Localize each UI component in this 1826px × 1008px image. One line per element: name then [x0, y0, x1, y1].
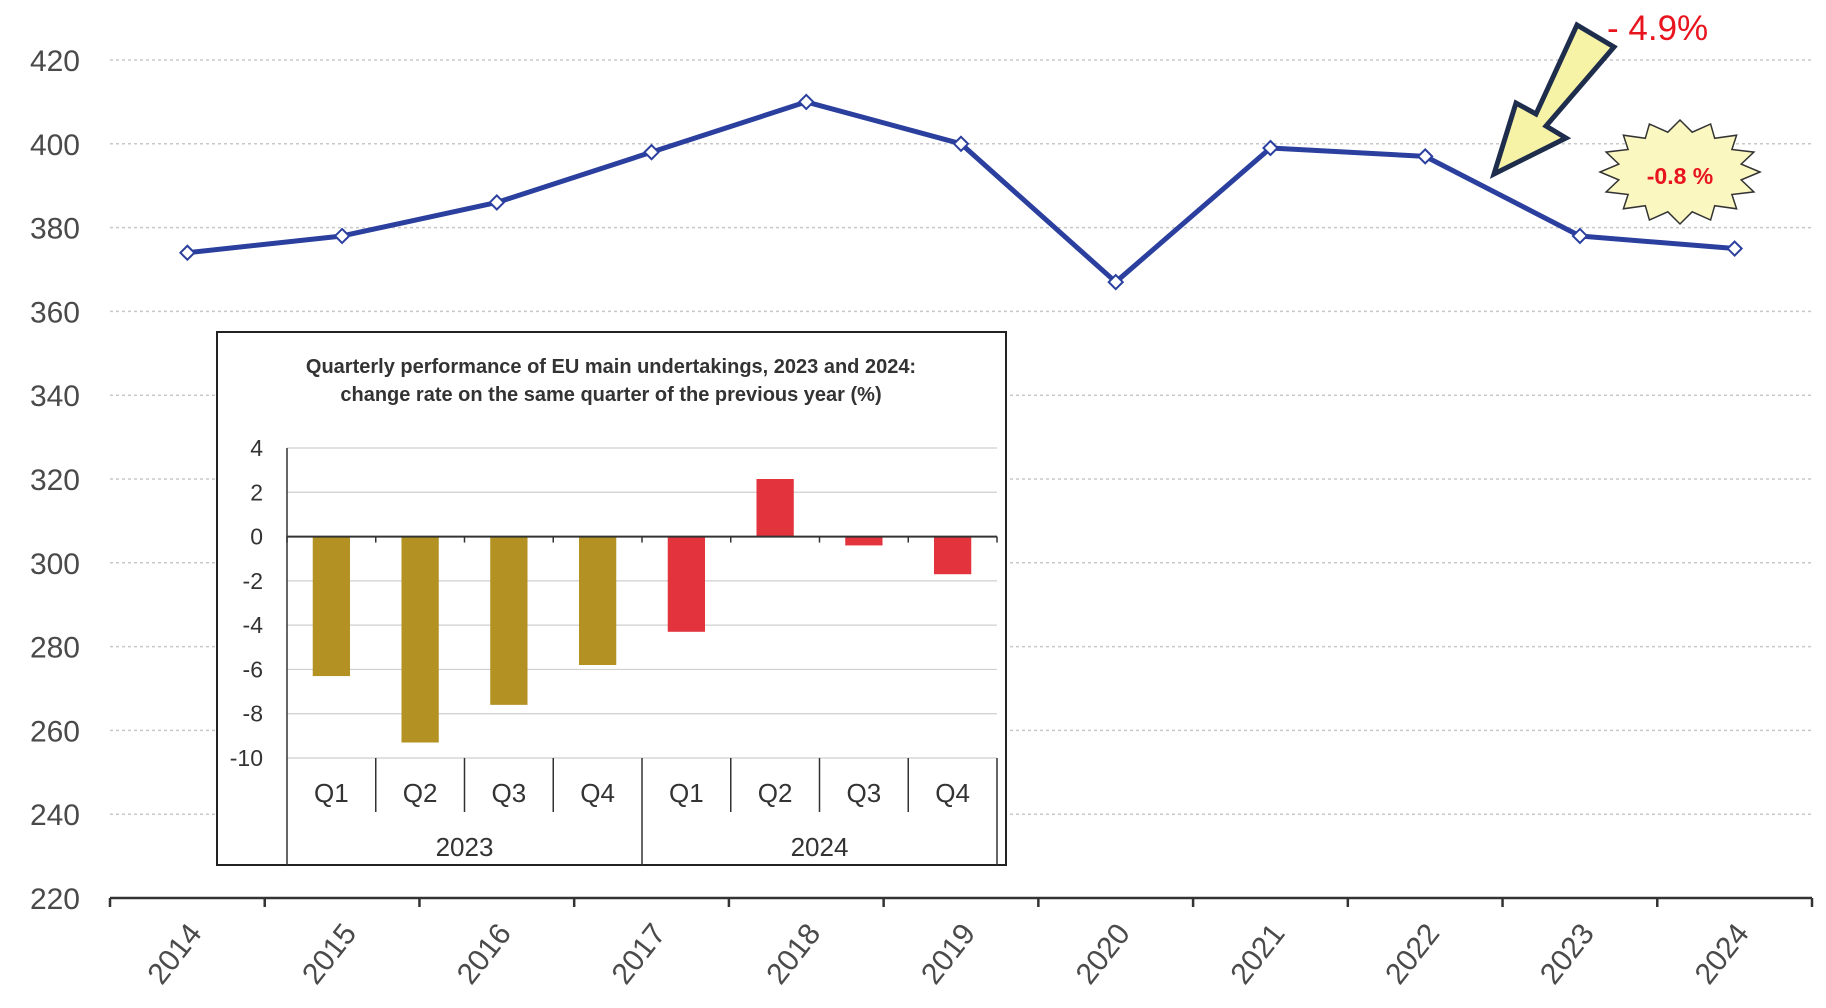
annotation-label-badge: -0.8 %	[1647, 163, 1713, 189]
y-tick-label: 300	[30, 548, 80, 581]
series-line	[187, 99, 1735, 285]
data-point-marker	[643, 143, 660, 161]
inset-bar-chart: Quarterly performance of EU main underta…	[216, 331, 1007, 866]
inset-y-tick-label: -8	[243, 701, 263, 727]
data-point-marker	[797, 93, 815, 111]
inset-bar	[933, 536, 972, 575]
inset-category-label: Q3	[847, 778, 882, 808]
y-tick-label: 260	[30, 715, 80, 748]
data-point-marker	[1262, 139, 1279, 157]
y-tick-label: 400	[30, 129, 80, 162]
data-point-marker	[333, 227, 351, 245]
y-tick-label: 380	[30, 213, 80, 246]
inset-bar	[312, 536, 351, 677]
data-point-marker	[488, 194, 506, 211]
y-tick-label: 340	[30, 380, 80, 413]
inset-y-tick-label: -4	[243, 612, 264, 638]
inset-y-tick-label: 2	[250, 479, 263, 505]
x-tick-label: 2024	[1689, 918, 1756, 991]
data-point-marker	[1726, 240, 1744, 257]
inset-y-tick-label: -2	[243, 568, 263, 594]
inset-category-label: Q1	[669, 778, 704, 808]
main-series	[178, 93, 1744, 291]
y-tick-label: 280	[30, 632, 80, 665]
data-point-marker	[178, 244, 196, 262]
callout-arrow-icon	[1489, 21, 1618, 179]
x-tick-label: 2015	[296, 918, 363, 991]
arrow-callout: - 4.9%	[1489, 9, 1708, 179]
inset-category-label: Q1	[314, 778, 349, 808]
data-point-marker	[1571, 227, 1589, 245]
inset-category-label: Q2	[758, 778, 793, 808]
inset-y-tick-label: -10	[230, 745, 263, 771]
inset-bar	[401, 536, 439, 743]
inset-y-tick-label: 0	[250, 524, 263, 550]
data-point-marker	[952, 135, 970, 153]
inset-category-axis: Q1 Q2 Q3 Q4 Q1 Q2 Q3 Q4 2023 2024	[286, 758, 998, 865]
main-x-axis: 2014 2015 2016 2017 2018 2019 2020 2021 2022 2023…	[108, 896, 1814, 991]
x-tick-label: 2019	[915, 918, 982, 991]
x-tick-label: 2014	[141, 918, 208, 991]
inset-category-label: Q4	[580, 778, 615, 808]
y-tick-label: 220	[30, 883, 80, 916]
inset-bar	[845, 536, 883, 546]
x-tick-label: 2017	[606, 918, 673, 991]
inset-y-tick-label: -6	[243, 656, 263, 682]
x-tick-label: 2020	[1070, 918, 1137, 991]
x-tick-label: 2021	[1224, 918, 1291, 991]
inset-y-axis-ticks: 4 2 0 -2 -4 -6 -8 -10	[230, 435, 263, 771]
annotation-label-main: - 4.9%	[1607, 9, 1708, 48]
inset-bar	[756, 479, 794, 537]
starburst-icon	[1598, 118, 1762, 226]
x-tick-label: 2016	[451, 918, 518, 991]
x-tick-label: 2023	[1534, 918, 1601, 991]
inset-bar	[490, 536, 528, 705]
inset-category-label: Q4	[935, 778, 970, 808]
inset-subtitle: change rate on the same quarter of the p…	[340, 384, 881, 406]
inset-group-label: 2023	[436, 832, 494, 862]
inset-gridlines	[286, 447, 997, 759]
x-tick-label: 2022	[1379, 918, 1446, 991]
inset-bar	[578, 536, 617, 665]
y-tick-label: 360	[30, 296, 80, 329]
inset-bars	[286, 479, 998, 743]
inset-bar	[667, 536, 706, 632]
y-tick-label: 420	[30, 45, 80, 78]
starburst-badge: -0.8 %	[1598, 118, 1762, 226]
inset-category-label: Q2	[403, 778, 438, 808]
inset-y-tick-label: 4	[250, 435, 263, 461]
inset-group-label: 2024	[791, 832, 849, 862]
y-tick-label: 320	[30, 464, 80, 497]
x-tick-label: 2018	[760, 918, 827, 991]
data-point-marker	[1416, 147, 1434, 165]
inset-category-label: Q3	[492, 778, 527, 808]
main-y-axis-ticks: 220 240 260 280 300 320 340 360 380 400 420	[30, 45, 80, 916]
inset-title: Quarterly performance of EU main underta…	[306, 356, 916, 378]
y-tick-label: 240	[30, 799, 80, 832]
data-point-marker	[1107, 273, 1125, 291]
